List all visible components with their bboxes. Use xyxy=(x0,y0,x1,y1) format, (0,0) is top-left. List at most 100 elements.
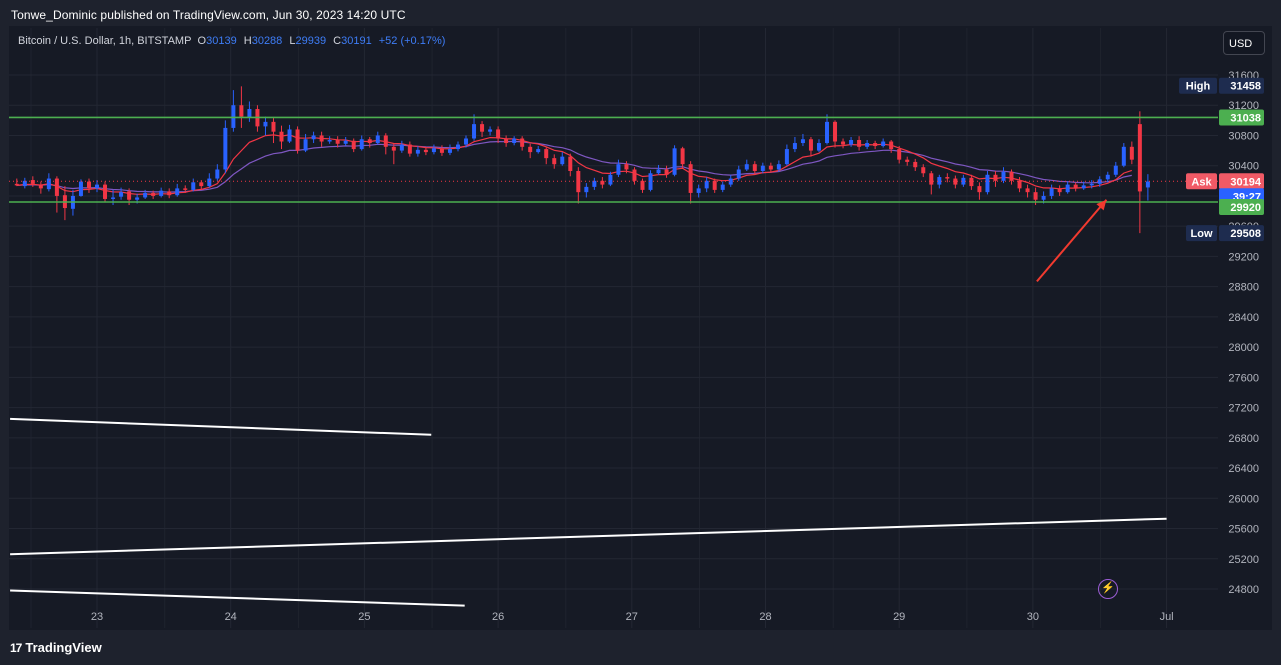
candle-body xyxy=(1145,181,1150,188)
high-price-box xyxy=(1219,77,1264,94)
candle-body xyxy=(46,178,51,190)
close-value: 30191 xyxy=(341,35,372,47)
candle-body xyxy=(1121,146,1126,166)
change-value: +52 (+0.17%) xyxy=(378,35,446,47)
candle-body xyxy=(552,158,557,165)
candle-body xyxy=(672,148,677,175)
candle-body xyxy=(271,121,276,132)
candle-body xyxy=(600,180,605,185)
currency-button[interactable]: USD xyxy=(1223,31,1265,55)
candle-body xyxy=(921,167,926,174)
high-tag-label: High xyxy=(1186,81,1211,93)
y-tick-label: 26800 xyxy=(1228,433,1259,445)
candle-body xyxy=(279,131,284,142)
candle-body xyxy=(528,146,533,153)
y-tick-label: 28400 xyxy=(1228,312,1259,324)
candle-body xyxy=(1017,180,1022,189)
candle-body xyxy=(937,177,942,185)
candle-body xyxy=(231,105,236,128)
candle-body xyxy=(480,124,485,132)
candle-body xyxy=(800,139,805,144)
candle-body xyxy=(825,121,830,144)
y-tick-label: 28800 xyxy=(1228,282,1259,294)
candle-body xyxy=(592,180,597,187)
lightning-icon[interactable]: ⚡ xyxy=(1098,579,1118,599)
tradingview-logo[interactable]: 17 TradingView xyxy=(10,640,102,655)
y-tick-label: 27600 xyxy=(1228,372,1259,384)
candle-body xyxy=(905,159,910,162)
low-tag-box xyxy=(1186,225,1217,242)
candle-body xyxy=(760,165,765,171)
candle-body xyxy=(608,174,613,185)
published-caption: Tonwe_Dominic published on TradingView.c… xyxy=(11,8,406,22)
candle-body xyxy=(1073,184,1078,189)
candle-body xyxy=(407,144,412,154)
candle-body xyxy=(1081,185,1086,189)
candle-body xyxy=(648,173,653,190)
candle-body xyxy=(351,140,356,150)
candle-body xyxy=(712,180,717,190)
candle-body xyxy=(383,135,388,147)
low-label: L xyxy=(289,35,296,47)
candle-body xyxy=(455,144,460,150)
candle-body xyxy=(512,138,517,144)
candle-body xyxy=(544,149,549,159)
x-tick-label: 23 xyxy=(91,611,103,623)
chart-panel[interactable] xyxy=(9,26,1272,630)
candle-body xyxy=(22,180,27,187)
candle-body xyxy=(223,127,228,170)
candle-body xyxy=(1009,171,1014,181)
candle-body xyxy=(945,177,950,179)
ask-price-box xyxy=(1219,173,1264,190)
candle-body xyxy=(287,129,292,142)
low-value: 29939 xyxy=(295,35,327,47)
ask-price-label: 30194 xyxy=(1230,176,1261,188)
candle-body xyxy=(889,141,894,150)
candle-body xyxy=(488,129,493,132)
ask-tag-label: Ask xyxy=(1191,176,1212,188)
candle-body xyxy=(536,149,541,153)
candle-body xyxy=(151,192,156,196)
candle-body xyxy=(1137,124,1142,192)
candle-body xyxy=(816,143,821,151)
y-tick-label: 25200 xyxy=(1228,554,1259,566)
candle-body xyxy=(881,141,886,147)
candle-body xyxy=(30,180,35,184)
candle-body xyxy=(873,143,878,147)
candle-body xyxy=(191,182,196,190)
candle-body xyxy=(1113,165,1118,175)
candle-body xyxy=(207,178,212,187)
candle-body xyxy=(560,156,565,165)
candle-body xyxy=(111,197,116,199)
candle-body xyxy=(953,178,958,185)
candle-body xyxy=(584,186,589,193)
candle-body xyxy=(159,190,164,196)
candle-body xyxy=(496,129,501,139)
candle-body xyxy=(335,140,340,144)
candle-body xyxy=(857,140,862,147)
candle-body xyxy=(54,178,59,196)
candle-body xyxy=(391,146,396,151)
x-tick-label: Jul xyxy=(1160,611,1174,623)
candle-body xyxy=(1105,174,1110,180)
y-tick-label: 27200 xyxy=(1228,403,1259,415)
top-bar xyxy=(0,0,1281,28)
y-tick-label: 28000 xyxy=(1228,342,1259,354)
annotation-arrow-shaft xyxy=(1036,199,1108,283)
y-tick-label: 30800 xyxy=(1228,130,1259,142)
high-tag-box xyxy=(1179,77,1217,94)
candle-body xyxy=(568,156,573,171)
high-price-label: 31458 xyxy=(1230,81,1261,93)
y-tick-label: 29200 xyxy=(1228,251,1259,263)
tradingview-mark-icon: 17 xyxy=(10,641,22,655)
candle-body xyxy=(143,192,148,198)
candle-body xyxy=(199,182,204,187)
candle-body xyxy=(86,181,91,189)
candle-body xyxy=(977,186,982,193)
x-tick-label: 30 xyxy=(1027,611,1039,623)
open-value: 30139 xyxy=(206,35,237,47)
candle-body xyxy=(632,169,637,181)
candle-body xyxy=(1025,188,1030,193)
support-price-label: 29920 xyxy=(1230,202,1261,214)
